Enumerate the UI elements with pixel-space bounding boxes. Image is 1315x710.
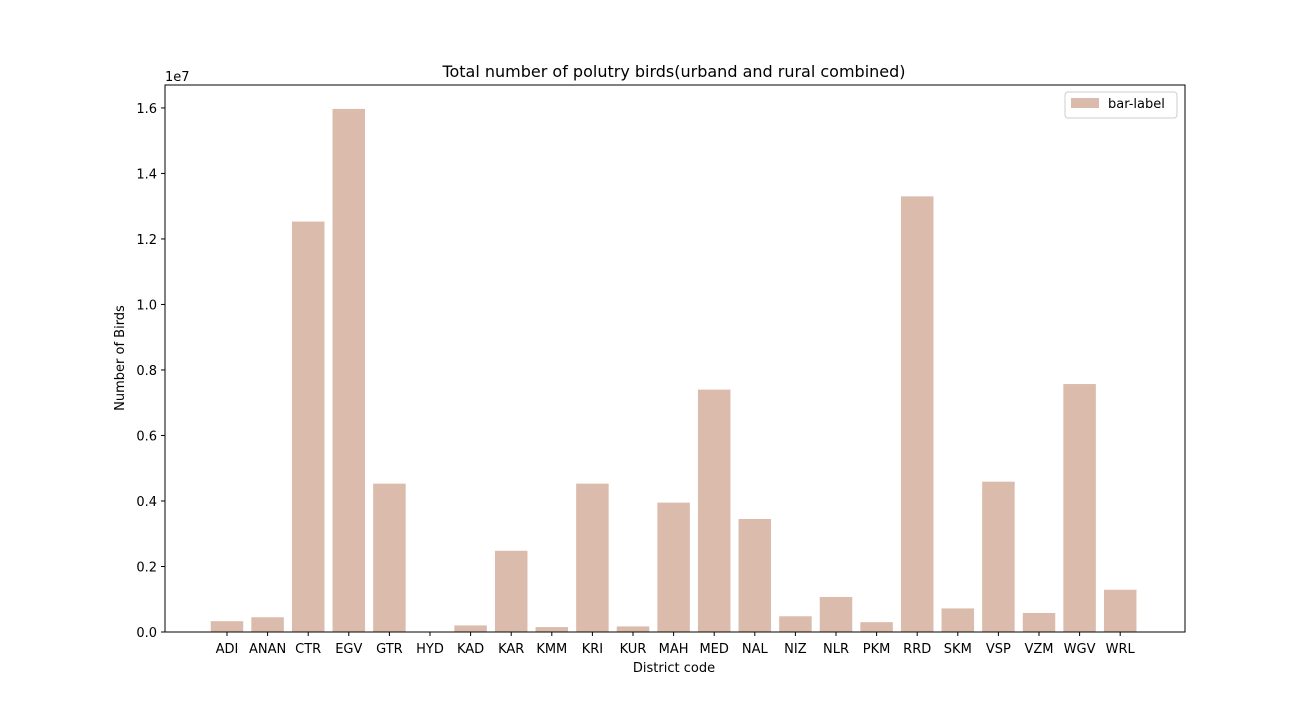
- bar-med: [697, 389, 731, 632]
- x-tick-label: VZM: [1024, 642, 1053, 657]
- bar-niz: [779, 616, 812, 632]
- x-tick-label: EGV: [335, 642, 362, 657]
- bar-kri: [576, 483, 609, 632]
- y-axis: 0.0 0.2 0.4 0.6 0.8 1.0 1.2 1.4 1.6: [136, 102, 165, 641]
- x-tick-label: KRI: [582, 642, 603, 657]
- legend-swatch: [1071, 98, 1099, 108]
- x-tick-label: RRD: [903, 642, 931, 657]
- y-axis-title: Number of Birds: [113, 305, 128, 411]
- x-tick-label: NLR: [823, 642, 849, 657]
- bar-rrd: [900, 196, 934, 632]
- bar-anan: [251, 617, 284, 632]
- bar-kur: [616, 626, 650, 632]
- y-tick-label: 0.4: [136, 495, 157, 510]
- bar-skm: [941, 608, 975, 632]
- x-tick-label: NAL: [742, 642, 769, 657]
- x-tick-label: SKM: [944, 642, 972, 657]
- bar-pkm: [860, 622, 893, 632]
- y-tick-label: 0.8: [136, 364, 157, 379]
- bar-kmm: [535, 627, 569, 632]
- y-tick-label: 0.2: [136, 560, 157, 575]
- x-tick-label: NIZ: [784, 642, 807, 657]
- x-tick-label: ADI: [216, 642, 239, 657]
- bar-vsp: [982, 481, 1015, 632]
- x-axis: ADI ANAN CTR EGV GTR HYD KAD KAR KMM KRI KUR MAH MED…: [216, 632, 1136, 657]
- y-axis-offset-label: 1e7: [165, 70, 190, 85]
- x-tick-label: GTR: [376, 642, 403, 657]
- bar-nal: [738, 519, 772, 632]
- bar-nlr: [819, 596, 853, 632]
- y-tick-label: 0.0: [136, 626, 157, 641]
- bar-adi: [210, 621, 244, 632]
- x-tick-label: KUR: [620, 642, 647, 657]
- bar-kar: [494, 550, 528, 632]
- x-axis-title: District code: [633, 661, 715, 676]
- x-tick-label: ANAN: [249, 642, 286, 657]
- x-tick-label: PKM: [863, 642, 891, 657]
- plot-frame: [164, 84, 1186, 633]
- x-tick-label: KMM: [536, 642, 567, 657]
- bar-egv: [332, 108, 366, 632]
- bar-gtr: [373, 483, 406, 632]
- x-tick-label: MAH: [659, 642, 689, 657]
- bar-wgv: [1063, 384, 1096, 632]
- bar-ctr: [291, 221, 325, 632]
- legend-label: bar-label: [1108, 97, 1165, 112]
- y-tick-label: 1.4: [136, 167, 157, 182]
- x-tick-label: KAR: [498, 642, 524, 657]
- y-tick-label: 1.2: [136, 233, 157, 248]
- x-tick-label: HYD: [416, 642, 444, 657]
- x-tick-label: WRL: [1106, 642, 1136, 657]
- legend: bar-label: [1064, 91, 1178, 119]
- y-tick-label: 0.6: [136, 429, 157, 444]
- x-tick-label: VSP: [986, 642, 1011, 657]
- bar-mah: [657, 502, 690, 632]
- x-tick-label: CTR: [295, 642, 321, 657]
- bar-kad: [454, 625, 487, 632]
- bars-group: [210, 108, 1137, 632]
- x-tick-label: WGV: [1064, 642, 1096, 657]
- chart-title: Total number of polutry birds(urband and…: [441, 62, 905, 81]
- x-tick-label: KAD: [457, 642, 484, 657]
- y-tick-label: 1.0: [136, 298, 157, 313]
- bar-vzm: [1022, 613, 1056, 632]
- bar-wrl: [1103, 589, 1137, 632]
- y-tick-label: 1.6: [136, 102, 157, 117]
- x-tick-label: MED: [699, 642, 728, 657]
